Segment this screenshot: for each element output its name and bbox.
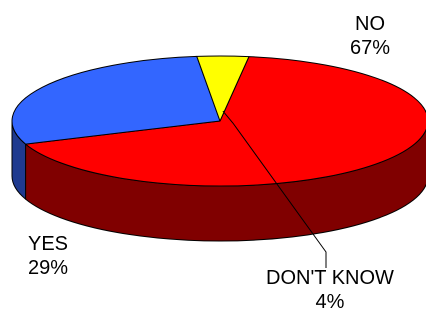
label-dont-know-name: DON'T KNOW <box>266 267 394 289</box>
label-dont-know-percent: 4% <box>315 291 345 313</box>
label-dont-know: DON'T KNOW 4% <box>250 266 410 314</box>
label-no: NO 67% <box>340 12 400 60</box>
label-no-name: NO <box>355 13 385 35</box>
slice-don-t-know <box>196 55 250 122</box>
leader-line-dont-know <box>222 110 327 268</box>
label-yes: YES 29% <box>18 232 78 280</box>
slice-no <box>25 56 426 187</box>
label-no-percent: 67% <box>349 37 391 59</box>
slice-yes <box>11 55 221 145</box>
label-yes-percent: 29% <box>27 257 69 279</box>
label-yes-name: YES <box>27 233 69 255</box>
